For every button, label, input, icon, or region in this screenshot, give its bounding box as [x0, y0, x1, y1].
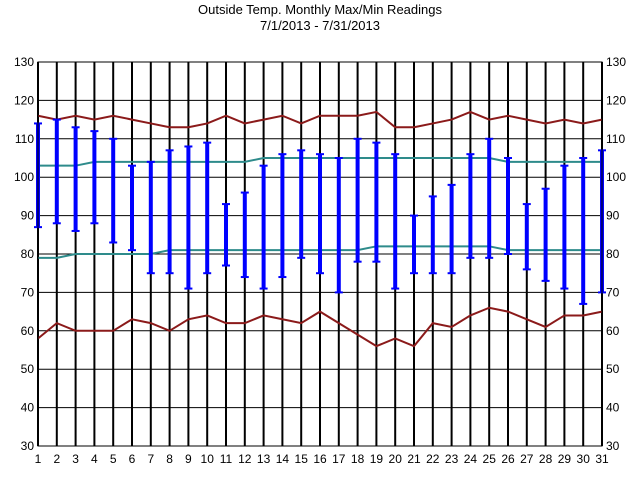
x-tick-label: 12: [238, 452, 252, 466]
y-tick-label-right: 90: [606, 209, 620, 223]
x-tick-label: 7: [147, 452, 154, 466]
y-tick-label-right: 70: [606, 285, 620, 299]
chart-subtitle: 7/1/2013 - 7/31/2013: [260, 18, 380, 33]
y-tick-label: 60: [21, 324, 35, 338]
x-tick-label: 18: [351, 452, 365, 466]
x-tick-label: 11: [220, 452, 233, 466]
x-tick-label: 14: [276, 452, 290, 466]
series-line-1: [37, 306, 603, 348]
x-tick-label: 27: [520, 452, 534, 466]
x-tick-label: 29: [558, 452, 572, 466]
chart-title: Outside Temp. Monthly Max/Min Readings: [198, 2, 442, 17]
x-tick-label: 26: [501, 452, 515, 466]
x-tick-label: 13: [257, 452, 271, 466]
x-tick-label: 28: [539, 452, 553, 466]
x-axis: 1 2 3 4 5 6 7 8 9 10 11 12 13 14 15 16 17 18 19 20 21 22 23 24 2…: [35, 452, 609, 466]
x-tick-label: 21: [407, 452, 421, 466]
plot-frame: [37, 61, 603, 447]
x-tick-label: 31: [595, 452, 609, 466]
x-tick-label: 4: [91, 452, 98, 466]
x-tick-label: 17: [332, 452, 346, 466]
y-tick-label-right: 40: [606, 401, 620, 415]
y-tick-label: 120: [14, 93, 34, 107]
y-tick-label: 50: [21, 362, 35, 376]
x-tick-label: 6: [129, 452, 136, 466]
y-tick-label: 90: [21, 209, 35, 223]
x-tick-label: 16: [313, 452, 327, 466]
y-tick-label: 70: [21, 285, 35, 299]
x-tick-label: 8: [166, 452, 173, 466]
range-bars: [34, 118, 606, 305]
y-tick-label: 40: [21, 401, 35, 415]
y-tick-label-right: 100: [606, 170, 626, 184]
x-tick-label: 5: [110, 452, 117, 466]
x-tick-label: 15: [295, 452, 309, 466]
y-axis-left: 30 40 50 60 70 80 90 100 110 120 130: [14, 55, 34, 453]
y-tick-label: 30: [21, 439, 35, 453]
x-tick-label: 20: [389, 452, 403, 466]
x-tick-label: 3: [72, 452, 79, 466]
x-tick-label: 1: [35, 452, 42, 466]
series-line-0: [37, 110, 603, 129]
y-tick-label-right: 110: [606, 132, 625, 146]
y-tick-label-right: 50: [606, 362, 620, 376]
y-tick-label: 100: [14, 170, 34, 184]
y-tick-label: 130: [14, 55, 34, 69]
x-tick-label: 30: [577, 452, 591, 466]
y-tick-label-right: 60: [606, 324, 620, 338]
x-tick-label: 10: [201, 452, 215, 466]
y-tick-label: 110: [15, 132, 34, 146]
x-tick-label: 2: [53, 452, 60, 466]
y-axis-right: 30 40 50 60 70 80 90 100 110 120 130: [606, 55, 626, 453]
y-tick-label-right: 120: [606, 93, 626, 107]
x-tick-label: 23: [445, 452, 459, 466]
x-tick-label: 25: [483, 452, 497, 466]
x-tick-label: 22: [426, 452, 440, 466]
x-tick-label: 19: [370, 452, 384, 466]
y-tick-label: 80: [21, 247, 35, 261]
y-tick-label-right: 30: [606, 439, 620, 453]
y-tick-label-right: 130: [606, 55, 626, 69]
x-tick-label: 9: [185, 452, 192, 466]
y-tick-label-right: 80: [606, 247, 620, 261]
x-tick-label: 24: [464, 452, 478, 466]
